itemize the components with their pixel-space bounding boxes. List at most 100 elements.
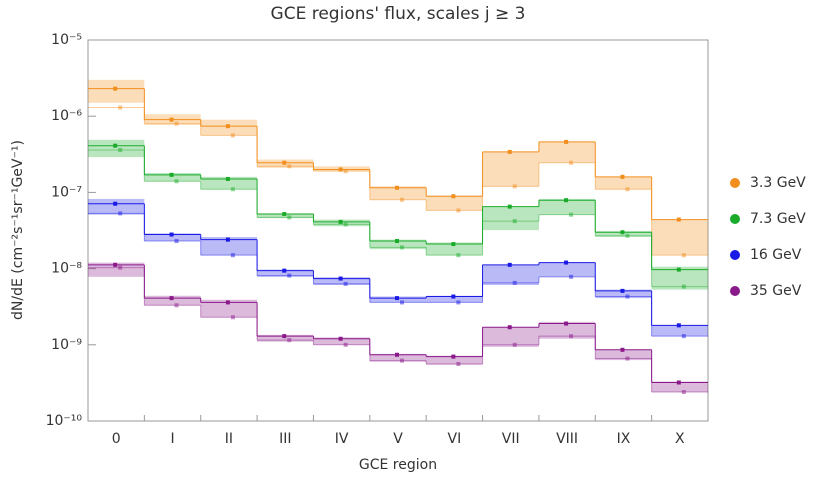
- plot-frame: [87, 39, 709, 422]
- point: [282, 334, 287, 339]
- point: [395, 296, 399, 301]
- y-axis-label: dN/dE (cm⁻²s⁻¹sr⁻¹GeV⁻¹): [10, 140, 26, 320]
- alt-point: [118, 265, 123, 270]
- alt-point: [174, 303, 179, 308]
- point: [282, 160, 287, 165]
- point: [507, 325, 512, 330]
- legend-label: 7.3 GeV: [750, 211, 806, 227]
- legend-marker: [730, 250, 740, 260]
- error-band: [257, 334, 314, 342]
- alt-point: [512, 184, 517, 189]
- point: [507, 262, 512, 267]
- alt-point: [400, 358, 404, 363]
- error-band: [651, 266, 708, 290]
- alt-point: [512, 219, 517, 224]
- point: [338, 167, 343, 172]
- error-band: [538, 198, 596, 215]
- point: [113, 262, 118, 267]
- point: [395, 352, 399, 357]
- point: [620, 174, 625, 179]
- point: [225, 176, 230, 181]
- point: [564, 260, 569, 265]
- point: [620, 230, 625, 235]
- x-tick-label: X: [675, 431, 685, 447]
- alt-point: [569, 334, 574, 339]
- alt-point: [118, 148, 123, 153]
- alt-point: [456, 253, 461, 258]
- point: [676, 267, 681, 272]
- x-tick-label: III: [279, 431, 291, 447]
- error-band: [200, 236, 258, 256]
- alt-point: [400, 300, 404, 305]
- y-tick-label: 10⁻⁸: [51, 261, 82, 277]
- error-band: [426, 295, 483, 303]
- error-band: [426, 355, 483, 365]
- point: [507, 149, 512, 154]
- alt-point: [230, 253, 235, 258]
- error-band: [595, 349, 652, 361]
- error-band: [482, 151, 539, 187]
- point: [451, 294, 456, 299]
- error-band: [538, 141, 596, 163]
- x-tick-label: VIII: [556, 431, 578, 447]
- point: [395, 185, 399, 190]
- error-band: [369, 186, 427, 200]
- legend-marker: [730, 214, 740, 224]
- alt-point: [569, 212, 574, 217]
- x-tick-label: V: [393, 431, 403, 447]
- alt-point: [287, 164, 292, 169]
- error-band: [313, 277, 370, 285]
- point: [338, 276, 343, 281]
- error-band: [88, 262, 145, 277]
- alt-point: [569, 274, 574, 279]
- alt-point: [512, 280, 517, 285]
- error-band: [144, 295, 201, 306]
- alt-point: [230, 187, 235, 192]
- error-band: [144, 233, 201, 242]
- alt-point: [681, 390, 686, 395]
- point: [507, 204, 512, 209]
- x-tick-label: II: [225, 431, 233, 447]
- x-tick-label: VI: [448, 431, 462, 447]
- point: [338, 219, 343, 224]
- point: [169, 117, 174, 122]
- error-band: [200, 299, 258, 318]
- alt-point: [625, 233, 630, 238]
- x-tick-label: IX: [617, 431, 631, 447]
- alt-point: [625, 187, 630, 192]
- error-band: [88, 198, 145, 215]
- point: [113, 143, 118, 148]
- point: [676, 217, 681, 222]
- x-tick-label: I: [170, 431, 174, 447]
- point: [451, 194, 456, 199]
- point: [620, 288, 625, 293]
- legend-marker: [730, 286, 740, 296]
- alt-point: [681, 253, 686, 258]
- error-band: [595, 176, 652, 190]
- error-band: [595, 289, 652, 299]
- error-band: [369, 239, 427, 250]
- point: [451, 354, 456, 359]
- alt-point: [118, 211, 123, 216]
- point: [225, 237, 230, 242]
- point: [395, 239, 399, 244]
- alt-point: [681, 334, 686, 339]
- point: [225, 300, 230, 305]
- point: [564, 321, 569, 326]
- error-band: [482, 327, 539, 347]
- alt-point: [118, 105, 123, 110]
- point: [564, 198, 569, 203]
- alt-point: [456, 300, 461, 305]
- legend-label: 3.3 GeV: [750, 175, 806, 191]
- error-band: [651, 381, 708, 393]
- point: [676, 380, 681, 385]
- point: [113, 86, 118, 91]
- alt-point: [343, 281, 348, 286]
- error-band: [538, 321, 596, 339]
- error-band: [426, 242, 483, 256]
- alt-point: [343, 222, 348, 227]
- alt-point: [625, 294, 630, 299]
- alt-point: [400, 197, 404, 202]
- point: [225, 124, 230, 129]
